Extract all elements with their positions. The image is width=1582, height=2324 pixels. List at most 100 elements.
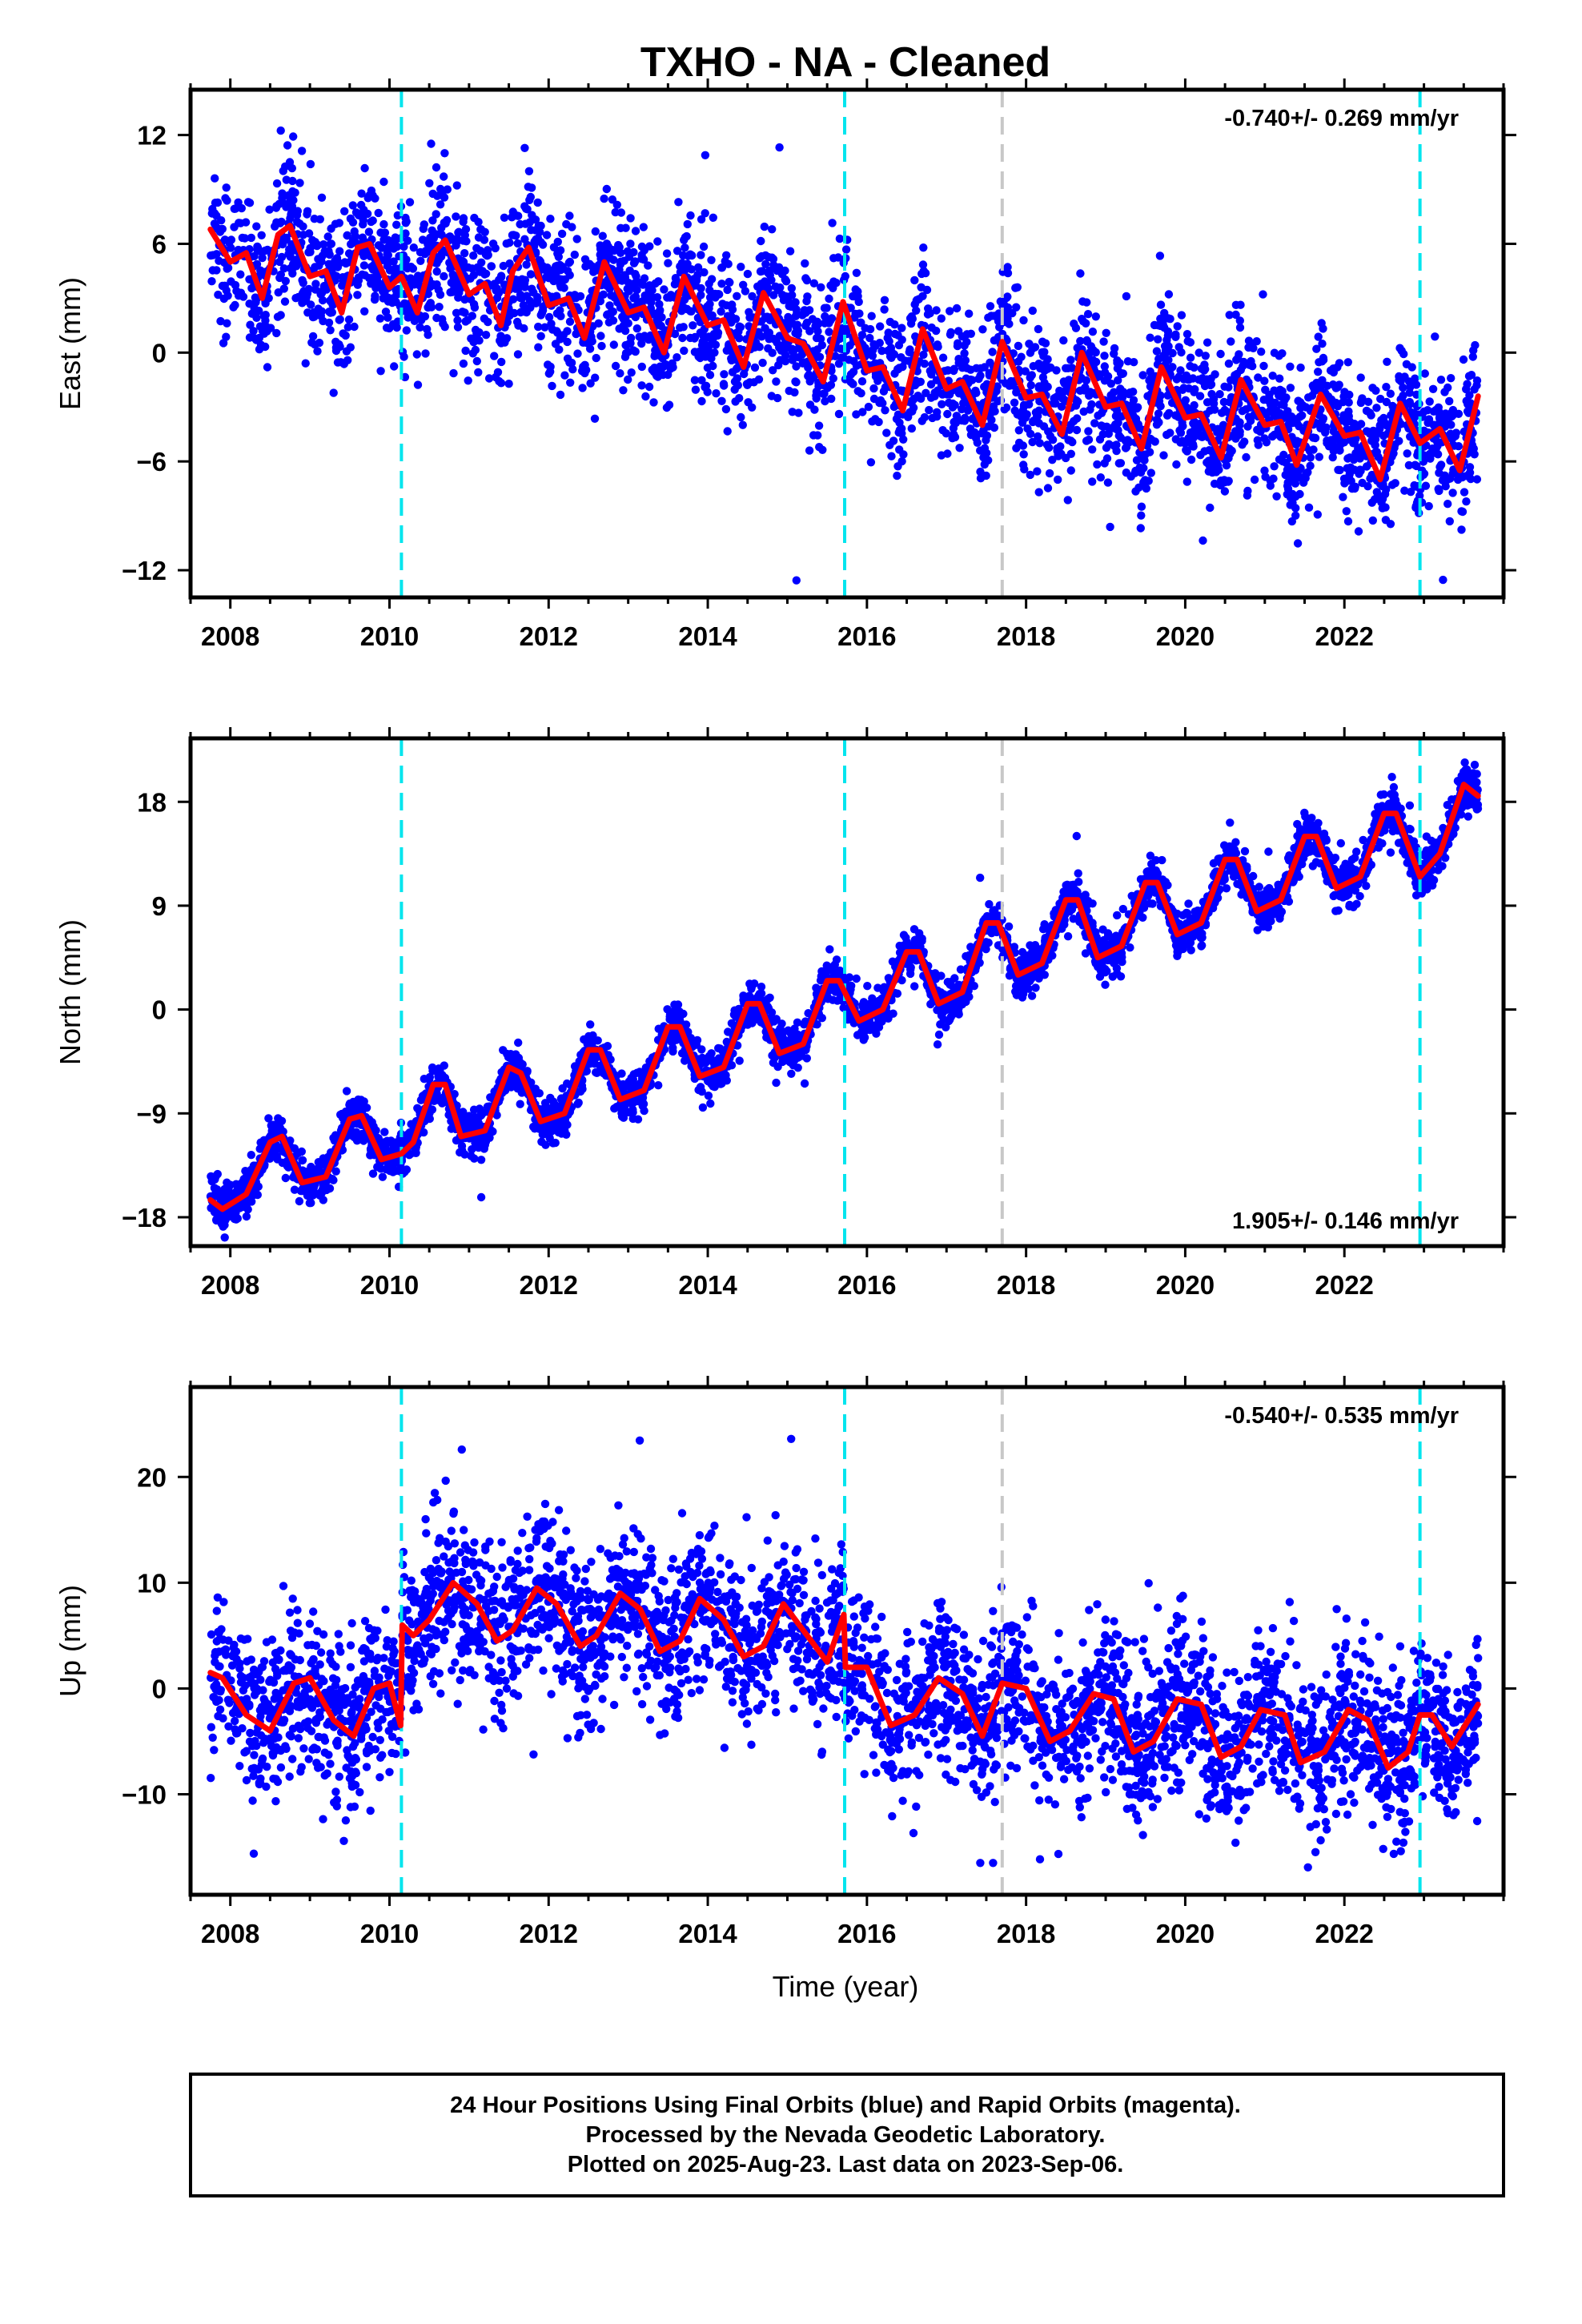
- data-point: [802, 275, 812, 285]
- data-point: [231, 300, 239, 310]
- data-point: [536, 332, 545, 340]
- data-point: [1386, 389, 1395, 398]
- data-point: [474, 233, 484, 242]
- data-point: [225, 238, 234, 247]
- data-point: [851, 285, 860, 294]
- data-point: [1261, 385, 1270, 394]
- data-point: [1309, 445, 1318, 454]
- data-point: [775, 143, 784, 152]
- data-point: [1076, 269, 1085, 278]
- data-point: [438, 187, 447, 197]
- data-point: [252, 259, 262, 269]
- data-point: [932, 306, 941, 315]
- data-point: [1159, 451, 1168, 460]
- data-point: [934, 1030, 944, 1039]
- data-point: [1114, 376, 1122, 385]
- data-point: [688, 251, 697, 260]
- data-point: [570, 250, 579, 259]
- data-point: [1060, 379, 1070, 388]
- data-point: [897, 456, 906, 466]
- data-point: [1110, 388, 1118, 396]
- data-point: [1204, 467, 1214, 476]
- data-point: [624, 375, 632, 384]
- data-point: [487, 262, 496, 271]
- data-point: [298, 299, 307, 308]
- data-point: [459, 214, 468, 223]
- data-point: [440, 271, 448, 281]
- data-point: [1434, 485, 1443, 493]
- data-point: [239, 292, 248, 301]
- data-point: [764, 344, 773, 353]
- data-point: [211, 222, 220, 231]
- data-point: [325, 308, 334, 316]
- data-point: [609, 340, 618, 349]
- data-point: [1177, 348, 1186, 357]
- data-point: [1343, 517, 1353, 526]
- data-point: [1314, 368, 1323, 376]
- data-point: [602, 239, 612, 248]
- data-point: [781, 266, 789, 275]
- data-point: [565, 317, 575, 326]
- data-point: [701, 381, 711, 390]
- data-point: [535, 255, 544, 265]
- data-point: [1448, 489, 1457, 497]
- data-point: [434, 285, 443, 295]
- data-point: [1054, 475, 1062, 485]
- data-point: [503, 318, 512, 327]
- data-point: [727, 354, 736, 363]
- data-point: [686, 211, 695, 220]
- data-point: [1235, 323, 1245, 332]
- data-point: [360, 163, 369, 173]
- data-point: [1329, 891, 1338, 901]
- data-point: [880, 296, 889, 304]
- data-point: [1029, 362, 1038, 371]
- data-point: [1220, 382, 1229, 391]
- data-point: [472, 356, 481, 366]
- data-point: [323, 232, 332, 241]
- data-point: [578, 384, 587, 392]
- data-point: [727, 312, 736, 321]
- data-point: [371, 283, 380, 292]
- data-point: [400, 352, 408, 361]
- data-point: [1021, 367, 1030, 376]
- data-point: [533, 234, 543, 243]
- data-point: [451, 279, 460, 287]
- data-point: [723, 427, 732, 436]
- x-tick-label: 2016: [837, 621, 896, 651]
- data-point: [1090, 419, 1099, 428]
- data-point: [539, 265, 548, 274]
- data-point: [424, 244, 432, 253]
- data-point: [1146, 333, 1154, 342]
- data-point: [1462, 384, 1471, 394]
- data-point: [566, 378, 575, 387]
- data-point: [1040, 348, 1049, 356]
- data-point: [958, 416, 966, 425]
- data-point: [1304, 393, 1313, 402]
- data-point: [275, 257, 284, 267]
- data-point: [1314, 332, 1323, 341]
- data-point: [311, 279, 320, 288]
- north-panel: 2008 2010 2012 2014 2016 2018 2020 2022−18−9091…: [54, 727, 1516, 1300]
- data-point: [1405, 388, 1414, 397]
- data-point: [271, 203, 281, 212]
- data-point: [1226, 818, 1235, 827]
- data-point: [1301, 403, 1311, 412]
- data-point: [592, 353, 600, 363]
- data-point: [556, 260, 564, 270]
- data-point: [214, 290, 223, 300]
- data-point: [818, 445, 827, 454]
- data-point: [213, 198, 223, 207]
- data-point: [306, 243, 315, 252]
- data-point: [481, 331, 491, 340]
- data-point: [556, 335, 564, 344]
- data-point: [1118, 388, 1127, 398]
- data-point: [645, 242, 654, 251]
- data-point: [639, 223, 648, 231]
- data-point: [926, 309, 934, 318]
- data-point: [1188, 374, 1198, 383]
- data-point: [782, 292, 792, 301]
- data-point: [512, 317, 522, 327]
- data-point: [1354, 527, 1363, 536]
- data-point: [1031, 983, 1040, 992]
- data-point: [767, 253, 777, 262]
